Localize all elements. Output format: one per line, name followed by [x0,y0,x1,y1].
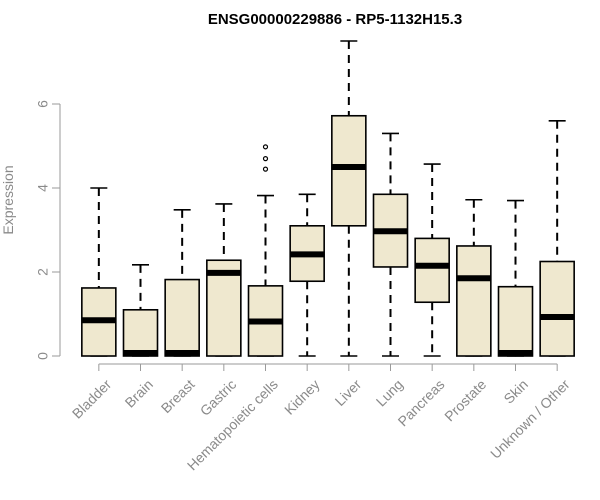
box-iqr [206,259,242,357]
boxes-group [81,40,575,357]
box-2 [164,209,200,357]
box-5 [289,193,325,357]
box-6 [331,40,367,357]
x-tick-label: Liver [332,376,365,409]
x-tick-label: Prostate [441,376,489,424]
outlier-point [262,144,269,150]
y-axis-label: Expression [0,165,16,234]
x-tick-label: Skin [500,376,531,407]
box-3 [206,203,242,357]
box-iqr [164,278,200,357]
y-tick-label: 2 [35,268,51,276]
box-iqr [122,308,159,357]
y-tick-label: 0 [35,352,51,360]
outlier-point [262,166,269,172]
y-tick-label: 4 [35,184,51,192]
box-11 [539,120,575,357]
x-tick-label: Bladder [69,376,115,422]
box-9 [456,198,492,357]
y-axis-ticks: 0 2 4 6 [35,100,60,360]
x-tick-label: Brain [122,376,156,410]
box-4 [247,144,284,357]
box-iqr [414,237,450,304]
box-1 [122,264,159,357]
x-tick-label: Kidney [281,376,323,418]
y-tick-label: 6 [35,100,51,108]
box-iqr [331,114,367,227]
box-iqr [539,260,575,357]
box-0 [81,187,117,357]
x-tick-label: Lung [373,376,406,409]
box-7 [372,132,409,357]
box-10 [497,199,534,357]
outlier-point [262,156,269,162]
x-tick-label: Breast [158,376,198,416]
box-iqr [497,285,534,357]
chart-title: ENSG00000229886 - RP5-1132H15.3 [208,11,462,28]
box-iqr [456,245,492,357]
box-8 [414,163,450,357]
x-tick-label: Unknown / Other [487,376,573,462]
